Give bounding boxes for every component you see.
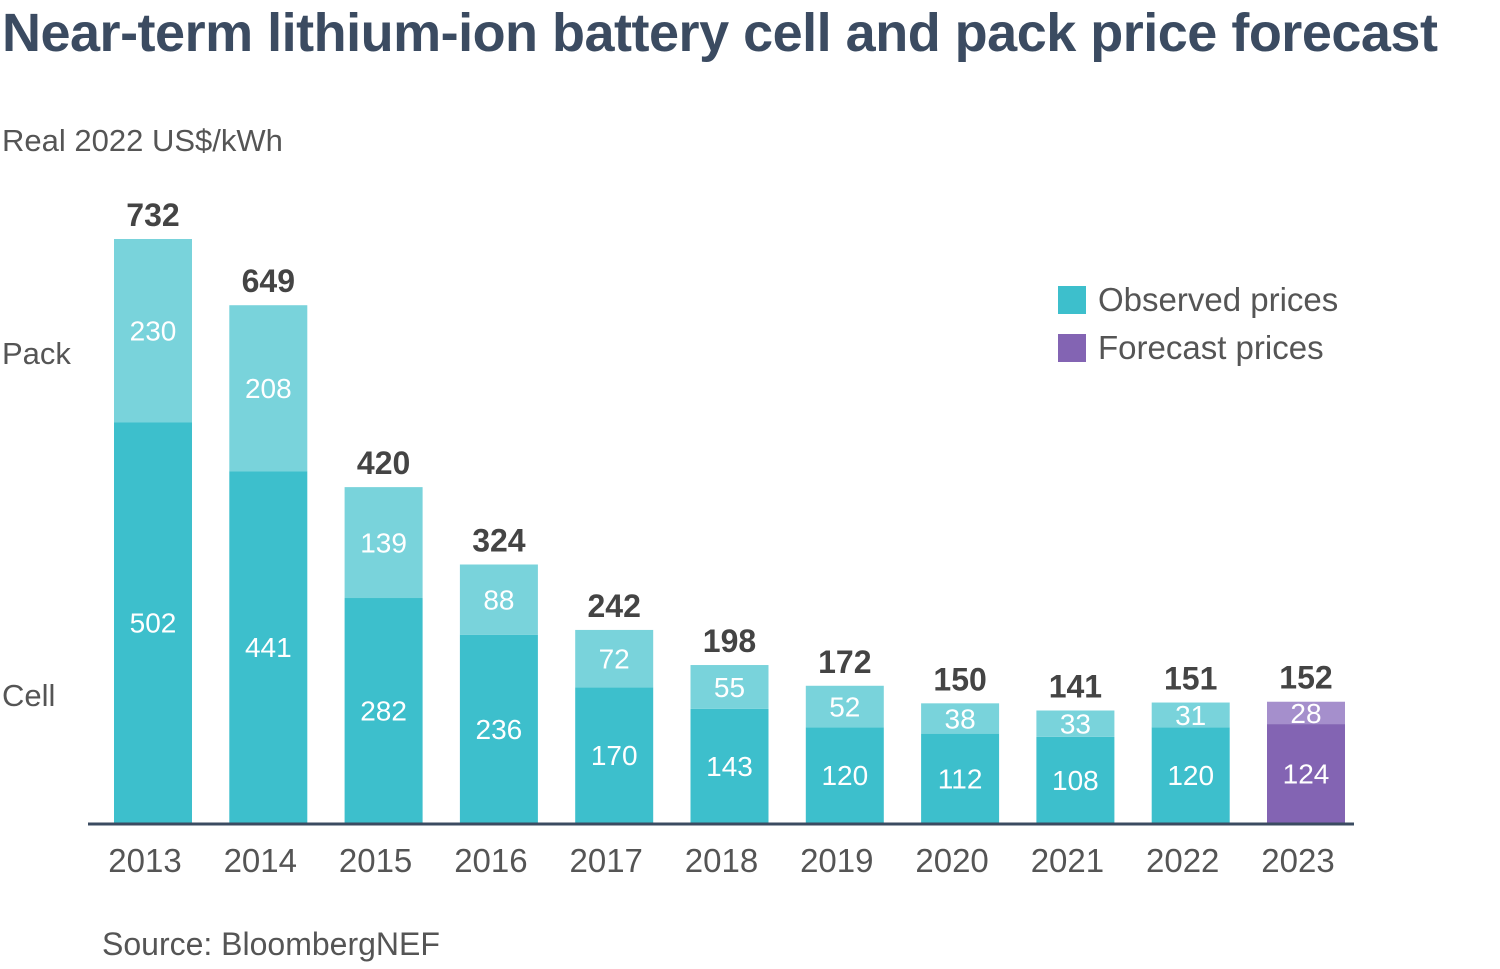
bar-cell-2014: [229, 471, 308, 823]
pack-value-label: 139: [360, 528, 407, 559]
pack-value-label: 208: [245, 373, 292, 404]
cell-value-label: 502: [130, 608, 177, 639]
legend: Observed prices Forecast prices: [1058, 276, 1338, 372]
x-tick-label: 2021: [1031, 842, 1104, 879]
total-value-label: 649: [242, 263, 295, 299]
bar-pack-2021: [1036, 710, 1115, 737]
cell-value-label: 108: [1052, 765, 1099, 796]
pack-value-label: 38: [945, 703, 976, 734]
bar-pack-2017: [575, 629, 654, 688]
x-tick-label: 2020: [915, 842, 988, 879]
cell-value-label: 143: [706, 751, 753, 782]
bar-cell-2017: [575, 687, 654, 823]
total-value-label: 172: [818, 644, 871, 680]
pack-value-label: 88: [483, 585, 514, 616]
legend-item-observed: Observed prices: [1058, 276, 1338, 324]
legend-swatch-observed: [1058, 286, 1086, 314]
x-tick-label: 2019: [800, 842, 873, 879]
x-tick-label: 2022: [1146, 842, 1219, 879]
bar-cell-2021: [1036, 736, 1115, 823]
bar-pack-2019: [805, 685, 884, 728]
bar-pack-2013: [114, 239, 192, 423]
x-tick-label: 2017: [569, 842, 642, 879]
bar-pack-2014: [229, 305, 308, 472]
bar-pack-2015: [344, 487, 423, 599]
bar-cell-2022: [1151, 727, 1230, 823]
pack-value-label: 230: [130, 316, 177, 347]
pack-value-label: 28: [1290, 698, 1321, 729]
total-value-label: 242: [588, 588, 641, 624]
total-value-label: 151: [1164, 661, 1217, 697]
bar-pack-2023: [1267, 701, 1345, 725]
cell-side-label: Cell: [2, 678, 56, 713]
x-tick-label: 2015: [339, 842, 412, 879]
cell-value-label: 282: [360, 696, 407, 727]
legend-label-forecast: Forecast prices: [1098, 329, 1324, 366]
total-value-label: 141: [1049, 669, 1102, 705]
total-value-label: 152: [1279, 660, 1332, 696]
pack-value-label: 31: [1175, 700, 1206, 731]
bar-pack-2020: [921, 703, 1000, 734]
bar-cell-2016: [459, 634, 538, 823]
bar-cell-2013: [114, 422, 192, 823]
total-value-label: 324: [472, 523, 526, 559]
pack-value-label: 33: [1060, 709, 1091, 740]
bar-cell-2019: [805, 727, 884, 823]
total-value-label: 732: [126, 197, 179, 233]
chart-title: Near-term lithium-ion battery cell and p…: [2, 3, 1438, 63]
bar-cell-2015: [344, 598, 423, 823]
cell-value-label: 441: [245, 632, 292, 663]
pack-value-label: 52: [829, 692, 860, 723]
source-note: Source: BloombergNEF: [102, 926, 440, 962]
unit-label: Real 2022 US$/kWh: [2, 123, 283, 158]
pack-value-label: 72: [599, 644, 630, 675]
bar-cell-2018: [690, 708, 769, 823]
cell-value-label: 120: [821, 760, 868, 791]
legend-label-observed: Observed prices: [1098, 281, 1339, 318]
cell-value-label: 120: [1167, 760, 1214, 791]
x-tick-label: 2023: [1261, 842, 1334, 879]
cell-value-label: 124: [1283, 759, 1330, 790]
total-value-label: 150: [933, 661, 986, 697]
x-tick-label: 2013: [108, 842, 181, 879]
bar-pack-2022: [1151, 702, 1230, 728]
legend-swatch-forecast: [1058, 334, 1086, 362]
cell-value-label: 170: [591, 740, 638, 771]
bar-cell-2020: [921, 733, 1000, 823]
x-tick-label: 2016: [454, 842, 527, 879]
bar-pack-2018: [690, 665, 769, 709]
total-value-label: 420: [357, 445, 410, 481]
cell-value-label: 236: [476, 714, 523, 745]
x-tick-label: 2018: [685, 842, 758, 879]
total-value-label: 198: [703, 623, 756, 659]
legend-item-forecast: Forecast prices: [1058, 324, 1338, 372]
bar-pack-2016: [459, 564, 538, 635]
pack-side-label: Pack: [2, 336, 71, 371]
pack-value-label: 55: [714, 672, 745, 703]
bar-cell-2023: [1267, 724, 1345, 823]
cell-value-label: 112: [938, 763, 983, 794]
x-tick-label: 2014: [224, 842, 297, 879]
